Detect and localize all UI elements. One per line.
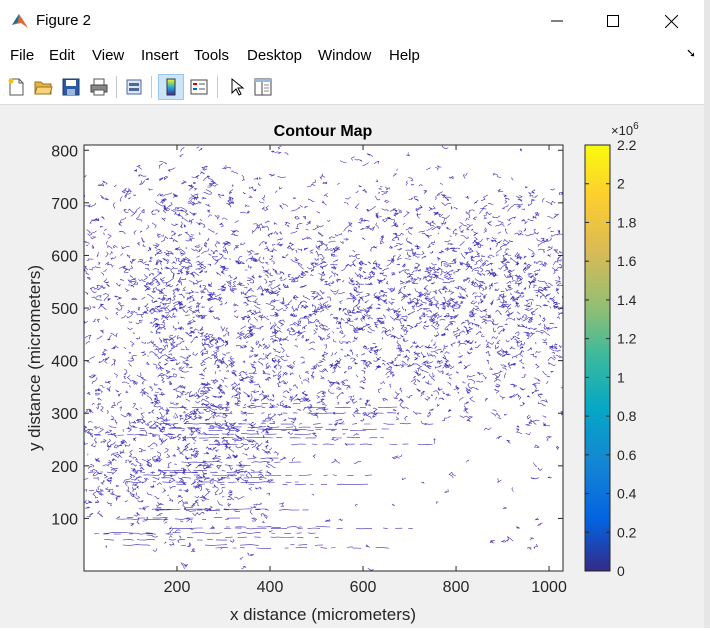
colorbar-tick-label: 0.8	[617, 408, 637, 424]
y-tick-label: 200	[51, 459, 78, 476]
figure-canvas: Contour Map 200 400 600 800 1000 100 200 300 40…	[0, 105, 704, 628]
x-tick-label: 600	[350, 579, 377, 596]
link-plot-icon	[126, 79, 142, 95]
y-tick-label: 500	[51, 301, 78, 318]
y-tick-label: 800	[51, 143, 78, 160]
menu-tools[interactable]: Tools	[194, 47, 230, 64]
x-tick-label: 800	[443, 579, 470, 596]
insert-colorbar-button[interactable]	[158, 74, 184, 100]
maximize-button[interactable]	[584, 0, 642, 42]
colorbar[interactable]	[584, 144, 611, 572]
y-tick-label: 600	[51, 248, 78, 265]
link-plot-button[interactable]	[122, 75, 146, 99]
colorbar-tick-label: 1.2	[617, 331, 637, 347]
menu-desktop[interactable]: Desktop	[247, 47, 303, 64]
property-inspector-button[interactable]	[251, 75, 275, 99]
colorbar-tick-label: 2.2	[617, 137, 637, 153]
colorbar-multiplier: ×106	[611, 121, 639, 138]
menu-window[interactable]: Window	[318, 47, 372, 64]
colorbar-exponent: 6	[633, 121, 639, 132]
x-tick-label: 400	[257, 579, 284, 596]
y-tick-label: 100	[51, 511, 78, 528]
x-tick-label: 1000	[531, 579, 567, 596]
colorbar-tick-label: 0.2	[617, 524, 637, 540]
edit-plot-button[interactable]	[224, 75, 248, 99]
save-icon	[62, 78, 80, 96]
colorbar-tick-label: 2	[617, 176, 625, 192]
colorbar-tick-label: 0.6	[617, 447, 637, 463]
menu-bar: File Edit View Insert Tools Desktop Wind…	[0, 42, 704, 70]
open-file-icon	[34, 81, 53, 95]
menu-file[interactable]: File	[10, 47, 35, 64]
colorbar-ticks: 0 0.2 0.4 0.6 0.8 1 1.2 1.4 1.6 1.8 2 2.2	[585, 137, 637, 579]
insert-legend-icon	[190, 79, 208, 95]
axes-background	[84, 145, 563, 571]
x-axis-label: x distance (micrometers)	[230, 605, 416, 624]
close-icon	[664, 14, 678, 28]
y-tick-label: 700	[51, 196, 78, 213]
y-axis-label: y distance (micrometers)	[25, 265, 44, 451]
x-axis: 200 400 600 800 1000	[164, 145, 567, 596]
new-figure-button[interactable]	[4, 75, 28, 99]
edit-plot-pointer-icon	[231, 77, 245, 96]
x-tick-label: 200	[164, 579, 191, 596]
dock-arrow-icon[interactable]: ➘	[686, 46, 697, 60]
insert-colorbar-icon	[166, 78, 176, 96]
print-button[interactable]	[87, 75, 111, 99]
colorbar-tick-label: 0	[617, 563, 625, 579]
colorbar-tick-label: 0.4	[617, 486, 637, 502]
contour-iso-lines	[84, 145, 563, 571]
print-icon	[90, 78, 108, 96]
menu-view[interactable]: View	[92, 47, 125, 64]
matlab-icon	[12, 14, 28, 28]
menu-insert[interactable]: Insert	[141, 47, 179, 64]
maximize-icon	[607, 15, 619, 27]
chart-title: Contour Map	[274, 123, 373, 140]
menu-edit[interactable]: Edit	[49, 47, 75, 64]
y-tick-label: 300	[51, 406, 78, 423]
save-button[interactable]	[59, 75, 83, 99]
y-axis: 100 200 300 400 500 600 700 800	[51, 143, 563, 528]
insert-legend-button[interactable]	[187, 75, 211, 99]
y-tick-label: 400	[51, 354, 78, 371]
colorbar-tick-label: 1.6	[617, 253, 637, 269]
property-inspector-icon	[254, 78, 272, 96]
colorbar-tick-label: 1	[617, 369, 625, 385]
contour-lines	[84, 145, 563, 571]
background-window-edge	[704, 0, 710, 628]
title-bar: Figure 2	[0, 0, 704, 42]
colorbar-tick-label: 1.8	[617, 214, 637, 230]
colorbar-tick-label: 1.4	[617, 292, 637, 308]
window-title: Figure 2	[36, 12, 92, 29]
toolbar	[0, 70, 704, 105]
new-figure-icon	[8, 78, 24, 96]
menu-help[interactable]: Help	[389, 47, 420, 64]
open-file-button[interactable]	[31, 75, 55, 99]
contour-plot: Contour Map 200 400 600 800 1000 100 200 300 40…	[25, 121, 639, 624]
minimize-button[interactable]	[528, 0, 586, 42]
minimize-icon	[551, 20, 563, 22]
close-button[interactable]	[642, 0, 700, 42]
axes-box	[83, 144, 564, 572]
